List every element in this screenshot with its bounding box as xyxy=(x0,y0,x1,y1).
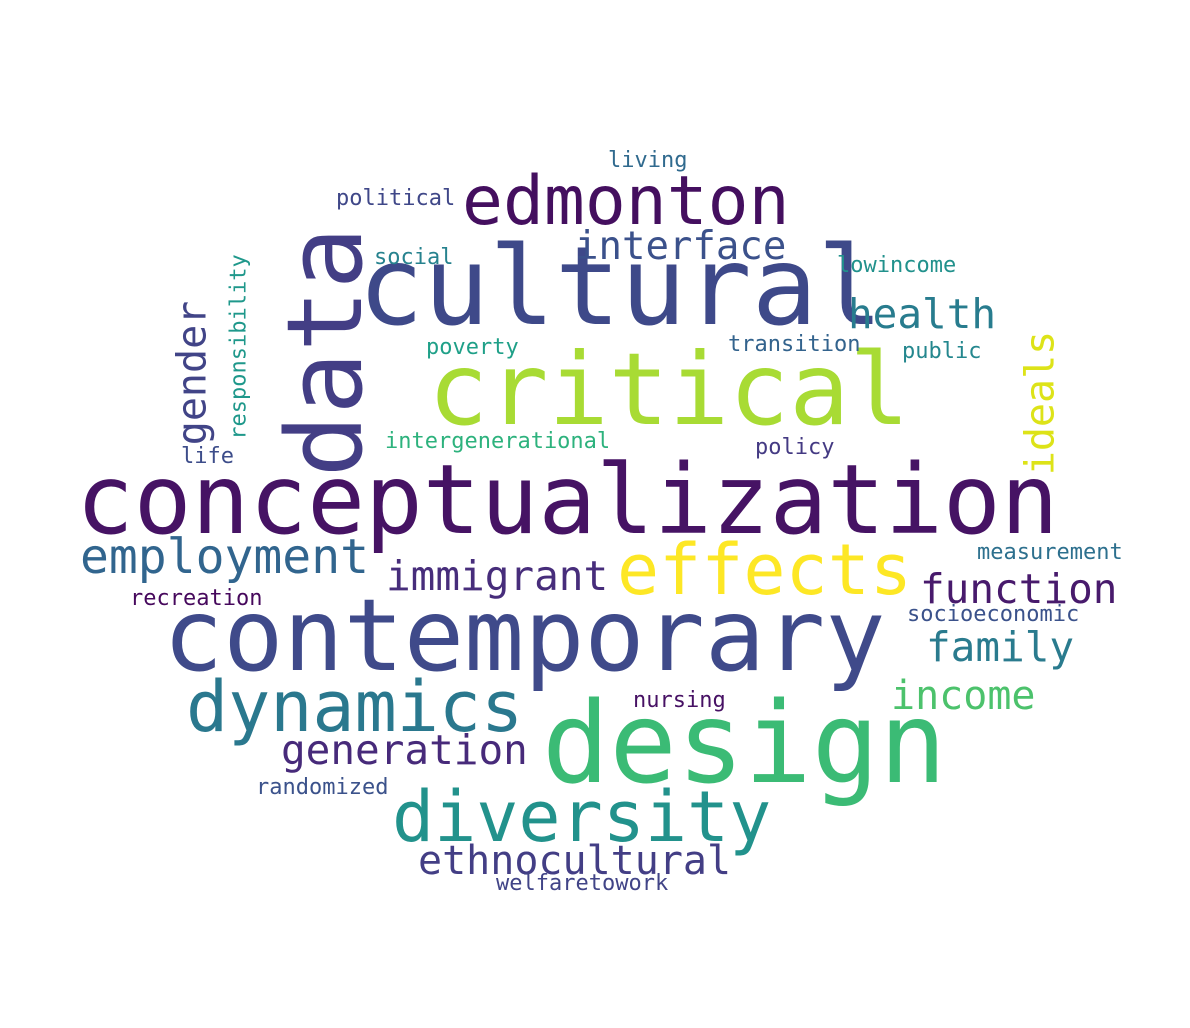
word-interface: interface xyxy=(575,224,787,269)
word-living: living xyxy=(608,148,688,173)
word-transition: transition xyxy=(728,332,861,357)
word-social: social xyxy=(374,245,454,270)
word-measurement: measurement xyxy=(977,540,1123,565)
word-welfaretowork: welfaretowork xyxy=(496,871,669,896)
word-family: family xyxy=(926,623,1075,671)
word-socioeconomic: socioeconomic xyxy=(907,602,1080,627)
word-policy: policy xyxy=(755,435,835,460)
word-dynamics: dynamics xyxy=(186,666,524,748)
word-conceptualization: conceptualization xyxy=(76,444,1059,556)
word-intergenerational: intergenerational xyxy=(385,429,611,454)
word-income: income xyxy=(891,673,1036,719)
word-health: health xyxy=(848,290,997,338)
word-generation: generation xyxy=(281,726,528,774)
word-lowincome: lowincome xyxy=(837,253,957,278)
word-edmonton: edmonton xyxy=(462,162,790,241)
word-function: function xyxy=(920,565,1118,613)
word-contemporary: contemporary xyxy=(163,577,886,694)
word-recreation: recreation xyxy=(130,586,263,611)
word-responsibility: responsibility xyxy=(226,254,252,440)
word-political: political xyxy=(336,186,456,211)
word-nursing: nursing xyxy=(633,688,726,713)
word-public: public xyxy=(902,339,982,364)
word-life: life xyxy=(181,444,234,469)
word-ideals: ideals xyxy=(1017,330,1064,476)
word-employment: employment xyxy=(80,529,369,585)
word-critical: critical xyxy=(428,331,910,448)
word-effects: effects xyxy=(617,529,913,611)
word-immigrant: immigrant xyxy=(386,552,609,600)
word-data: data xyxy=(264,226,387,478)
word-randomized: randomized xyxy=(256,775,389,800)
word-gender: gender xyxy=(169,300,216,446)
word-ethnocultural: ethnocultural xyxy=(418,838,732,884)
word-cultural: cultural xyxy=(358,223,883,350)
word-poverty: poverty xyxy=(426,335,519,360)
word-design: design xyxy=(542,679,947,809)
word-diversity: diversity xyxy=(392,776,772,858)
